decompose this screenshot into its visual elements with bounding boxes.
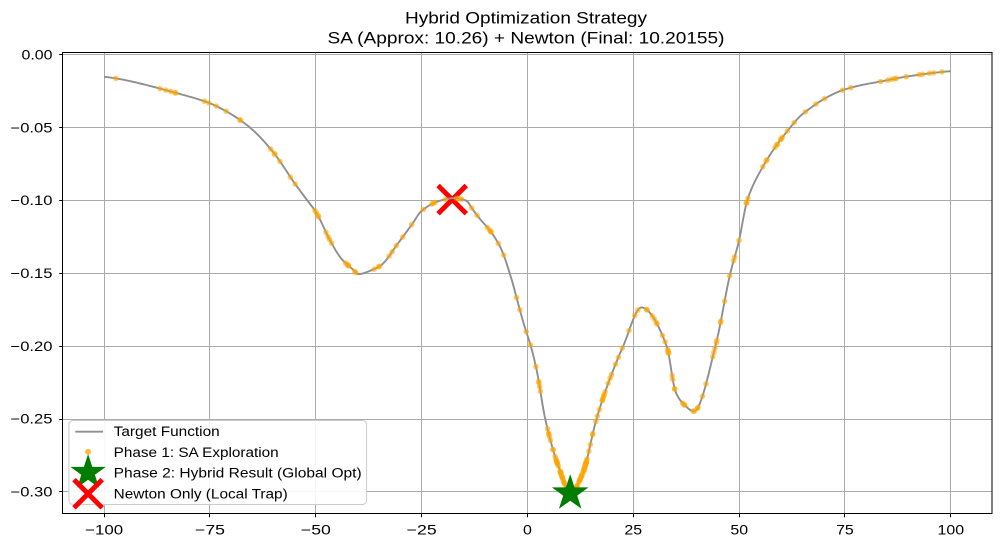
svg-text:25: 25	[624, 523, 642, 538]
svg-text:−50: −50	[301, 523, 331, 538]
svg-text:−0.25: −0.25	[11, 412, 53, 427]
svg-text:Phase 1: SA Exploration: Phase 1: SA Exploration	[114, 445, 279, 460]
svg-text:0: 0	[523, 523, 532, 538]
svg-text:0.00: 0.00	[22, 47, 53, 62]
svg-text:−25: −25	[407, 523, 437, 538]
svg-text:50: 50	[730, 523, 748, 538]
svg-text:Hybrid Optimization Strategy: Hybrid Optimization Strategy	[405, 9, 648, 28]
svg-text:−0.05: −0.05	[11, 120, 53, 135]
svg-text:−0.20: −0.20	[11, 339, 53, 354]
svg-text:75: 75	[836, 523, 854, 538]
svg-text:−100: −100	[85, 523, 123, 538]
svg-text:Target Function: Target Function	[114, 424, 220, 439]
svg-text:−0.15: −0.15	[11, 266, 53, 281]
svg-text:Newton Only (Local Trap): Newton Only (Local Trap)	[114, 486, 288, 501]
svg-text:−0.30: −0.30	[11, 484, 53, 499]
svg-text:Phase 2: Hybrid Result (Global: Phase 2: Hybrid Result (Global Opt)	[114, 466, 362, 481]
svg-text:100: 100	[938, 523, 965, 538]
svg-text:SA (Approx: 10.26) + Newton (F: SA (Approx: 10.26) + Newton (Final: 10.2…	[328, 29, 725, 48]
svg-text:−75: −75	[195, 523, 225, 538]
svg-text:−0.10: −0.10	[11, 193, 53, 208]
